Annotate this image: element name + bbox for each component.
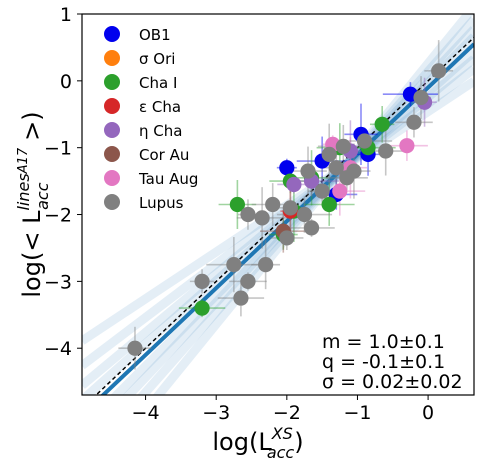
fit-uncertainty-band <box>82 55 474 389</box>
data-point <box>226 257 242 273</box>
annotation-line: q = -0.1±0.1 <box>322 351 445 373</box>
data-point <box>321 196 337 213</box>
annotation-line: m = 1.0±0.1 <box>322 331 445 353</box>
data-point <box>332 183 348 199</box>
data-point <box>399 138 415 154</box>
legend-marker <box>104 74 120 90</box>
data-point <box>279 230 295 246</box>
data-point <box>127 340 143 356</box>
y-axis-label: log(< LlinesA17acc >) <box>14 111 52 297</box>
annotation-line: σ = 0.02±0.02 <box>322 371 463 393</box>
x-tick-label: −3 <box>202 402 230 424</box>
legend-marker <box>104 194 120 210</box>
data-point <box>406 114 422 130</box>
data-point <box>346 163 362 179</box>
data-point <box>258 257 274 273</box>
y-tick-label: −3 <box>44 271 72 293</box>
legend-label: Tau Aug <box>138 170 198 188</box>
data-point <box>321 146 337 162</box>
y-tick-label: −2 <box>44 205 72 227</box>
data-point <box>265 196 281 213</box>
y-tick-label: 1 <box>60 4 72 26</box>
data-point <box>413 89 429 106</box>
legend: OB1 σ Ori Cha I ε Cha η Cha Cor Au Tau Aug Lupu… <box>104 26 198 212</box>
data-point <box>229 196 245 213</box>
data-point <box>303 220 320 236</box>
data-point <box>300 163 316 179</box>
x-tick-label: −2 <box>273 402 301 424</box>
legend-marker <box>104 122 120 138</box>
legend-label: Cha I <box>139 74 177 92</box>
data-point <box>314 183 330 199</box>
x-tick-label: −1 <box>343 402 371 424</box>
legend-marker <box>104 50 120 66</box>
data-point <box>240 273 256 289</box>
data-point <box>431 63 447 79</box>
plot-frame <box>81 13 475 396</box>
data-point <box>233 290 249 306</box>
data-point <box>378 143 394 159</box>
data-point <box>335 138 351 154</box>
data-point <box>194 300 210 316</box>
legend-marker <box>104 170 120 186</box>
legend-label: σ Ori <box>139 50 175 68</box>
legend-label: Lupus <box>139 194 184 212</box>
legend-marker <box>104 146 120 162</box>
legend-label: OB1 <box>139 26 171 44</box>
fit-annotation: m = 1.0±0.1q = -0.1±0.1σ = 0.02±0.02 <box>322 331 463 393</box>
axes-layer: −4 −3 −2 −1 0 1 0 −1 −2 −3 −4 log(LXS acc) log(< Llin… <box>14 4 434 462</box>
data-point <box>279 160 295 176</box>
data-point <box>328 160 344 176</box>
data-point <box>254 210 270 226</box>
y-tick-label: −1 <box>44 138 72 160</box>
legend-label: η Cha <box>139 122 182 140</box>
data-point <box>240 206 256 223</box>
legend-label: ε Cha <box>139 98 181 116</box>
y-tick-label: 0 <box>60 71 72 93</box>
legend-marker <box>104 26 120 42</box>
data-point <box>374 116 390 132</box>
points-layer <box>118 40 454 370</box>
data-point <box>194 273 210 289</box>
y-tick-label: −4 <box>44 338 72 360</box>
x-tick-label: −4 <box>132 402 160 424</box>
data-point <box>356 133 373 149</box>
legend-label: Cor Au <box>139 146 189 164</box>
legend-marker <box>104 98 120 114</box>
x-tick-label: 0 <box>422 402 434 424</box>
data-point <box>282 200 298 216</box>
data-point <box>296 206 313 223</box>
data-point <box>286 176 302 193</box>
x-axis-label: log(LXS acc) <box>212 424 303 462</box>
